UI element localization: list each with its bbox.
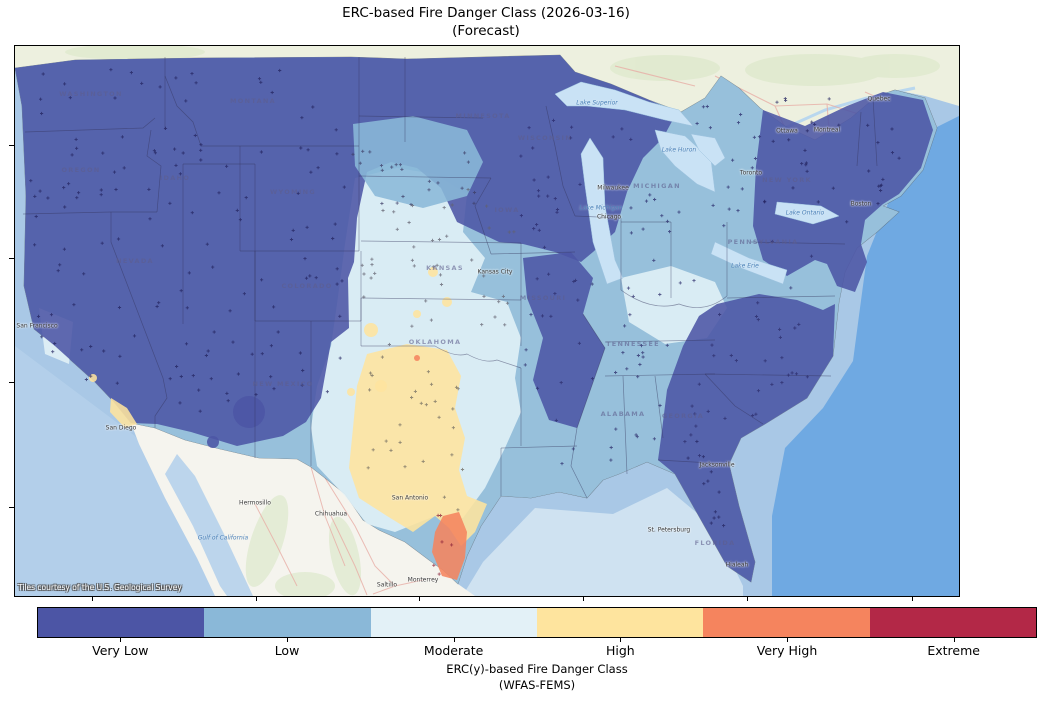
- colorbar-tick: [287, 638, 288, 642]
- colorbar-segment-very-high: [703, 608, 870, 637]
- colorbar-segment-very-low: [38, 608, 205, 637]
- colorbar-axis-label-line1: ERC(y)-based Fire Danger Class: [446, 662, 628, 676]
- y-axis-tick: [9, 145, 14, 146]
- state-borders: [22, 57, 878, 499]
- colorbar-class-label: High: [605, 643, 635, 658]
- map-canvas: WASHINGTON MONTANA OREGON IDAHO WYOMING NEVAD…: [14, 45, 960, 597]
- region-veryhigh-south-texas: [432, 512, 467, 580]
- x-axis-tick: [419, 596, 420, 601]
- region-high-spot: [442, 297, 452, 307]
- colorbar-segment-extreme: [869, 608, 1036, 637]
- region-verylow-ozarks: [523, 252, 605, 428]
- y-axis-tick: [9, 507, 14, 508]
- lake-michigan: [580, 137, 624, 285]
- region-verylow-southeast: [658, 294, 835, 582]
- lake-erie: [710, 241, 788, 285]
- colorbar-class-label: Low: [274, 643, 300, 658]
- region-high-spot: [428, 267, 438, 277]
- gulf-of-mexico: [466, 488, 743, 596]
- region-high-spot: [413, 310, 421, 318]
- colorbar-tick: [453, 638, 455, 642]
- colorbar-axis-label-line2: (WFAS-FEMS): [498, 678, 576, 693]
- canada-land: [15, 46, 959, 140]
- colorbar-segment-moderate: [370, 608, 537, 637]
- map-attribution: Tiles courtesy of the U.S. Geological Su…: [18, 583, 182, 592]
- x-axis-tick: [747, 596, 748, 601]
- colorbar: [37, 607, 1037, 638]
- mexico-roads: [254, 466, 424, 596]
- atlantic-ocean: [772, 116, 959, 596]
- mexico-terrain: [245, 495, 362, 596]
- region-verylow-arizona-spot: [233, 396, 265, 428]
- region-veryhigh-spot: [414, 355, 420, 361]
- colorbar-segment-high: [536, 608, 704, 637]
- colorbar-class-label: Very Low: [92, 643, 149, 658]
- colorbar-tick: [787, 638, 788, 642]
- y-axis-tick: [9, 258, 14, 259]
- y-axis-tick: [9, 382, 14, 383]
- great-lakes: [554, 81, 840, 285]
- region-high-texas: [349, 344, 487, 546]
- chart-title: ERC-based Fire Danger Class (2026-03-16)…: [14, 5, 958, 41]
- gulf-of-california: [165, 454, 253, 596]
- title-line2: (Forecast): [452, 22, 520, 39]
- region-high-socal-coast: [110, 398, 137, 428]
- region-high-spot: [89, 374, 97, 382]
- lake-huron: [654, 129, 716, 193]
- fire-danger-map: [15, 46, 959, 596]
- region-high-spot: [364, 323, 378, 337]
- region-verylow-west: [15, 55, 677, 446]
- colorbar-class-label: Moderate: [423, 643, 484, 658]
- x-axis-tick: [912, 596, 913, 601]
- region-high-spot: [347, 388, 355, 396]
- region-low-dakotas: [353, 116, 483, 208]
- region-verylow-northeast: [753, 92, 933, 292]
- georgian-bay: [690, 133, 726, 167]
- lake-ontario: [774, 201, 840, 225]
- canada-terrain: [65, 46, 940, 86]
- raws-station-markers: [29, 68, 901, 576]
- colorbar-tick: [120, 638, 122, 642]
- x-axis-tick: [92, 596, 93, 601]
- region-verylow-spot: [207, 436, 219, 448]
- colorbar-tick: [620, 638, 622, 642]
- colorbar-axis-label: ERC(y)-based Fire Danger Class (WFAS-FEM…: [37, 661, 1037, 693]
- x-axis-tick: [583, 596, 584, 601]
- colorbar-class-label: Very High: [756, 643, 818, 658]
- title-line1: ERC-based Fire Danger Class (2026-03-16): [342, 5, 630, 21]
- region-high-spot: [375, 380, 387, 392]
- x-axis-tick: [256, 596, 257, 601]
- colorbar-segment-low: [204, 608, 371, 637]
- colorbar-class-label: Extreme: [927, 643, 980, 658]
- colorbar-tick: [953, 638, 955, 642]
- lake-superior: [554, 81, 694, 127]
